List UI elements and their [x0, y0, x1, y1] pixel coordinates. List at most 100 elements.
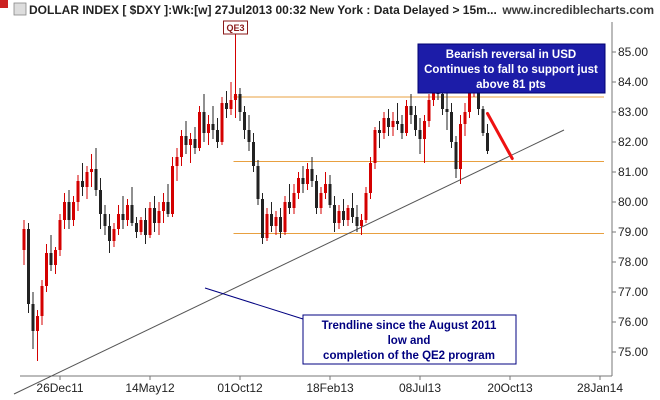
candle [292, 184, 296, 214]
candle-body [445, 109, 449, 112]
candle-body [58, 220, 62, 250]
candle [342, 199, 345, 226]
trend-note-line-3: completion of the QE2 program [323, 350, 495, 362]
candle [216, 118, 219, 148]
candle-body [108, 226, 111, 241]
qe3-label-box [223, 20, 248, 35]
site-url: www.incrediblecharts.com [501, 3, 654, 17]
y-tick-label: 76.00 [618, 315, 648, 329]
candle-body [378, 130, 381, 133]
candle [310, 157, 314, 187]
x-tick-label: 08Jul13 [399, 381, 441, 395]
candle-body [247, 130, 251, 142]
candle [243, 106, 246, 139]
candle-body [396, 121, 399, 124]
candle-body [427, 100, 431, 121]
candle-body [360, 220, 363, 226]
candle [22, 220, 26, 265]
candle [391, 112, 395, 136]
candle-body [166, 202, 170, 214]
y-tick-label: 85.00 [618, 45, 648, 59]
y-tick-label: 79.00 [618, 225, 648, 239]
candle-body [450, 112, 453, 142]
header-icon [13, 2, 27, 16]
candle [189, 133, 192, 163]
candle-body [234, 94, 237, 100]
y-tick-label: 84.00 [618, 75, 648, 89]
candle-body [418, 130, 422, 139]
candle [247, 115, 251, 151]
candle-body [45, 253, 48, 286]
candle-body [369, 163, 372, 193]
trend-note-pointer [204, 287, 304, 320]
x-tick-label: 20Oct13 [487, 381, 533, 395]
candle [49, 235, 53, 271]
candle [270, 202, 273, 232]
candle [238, 88, 242, 121]
candle [409, 94, 413, 124]
candle-body [459, 124, 462, 169]
candle-body [481, 109, 485, 133]
candle-body [76, 181, 80, 202]
candle [463, 103, 467, 136]
x-tick-label: 28Jan14 [577, 381, 623, 395]
candle-body [144, 220, 147, 235]
candle [396, 103, 399, 130]
candle-body [31, 304, 35, 331]
bearish-note-box [417, 43, 606, 94]
candle [139, 217, 143, 235]
trendline-layer [13, 112, 565, 395]
candle-body [373, 130, 377, 163]
candle [184, 121, 188, 154]
candle-body [270, 214, 273, 226]
candle [81, 163, 84, 196]
candle-body [85, 172, 89, 187]
candle [94, 148, 98, 196]
candle-body [40, 286, 44, 316]
y-tick-label: 83.00 [618, 105, 648, 119]
candle [193, 127, 197, 154]
candle-body [184, 136, 188, 145]
candle-body [229, 100, 233, 109]
candle [99, 178, 102, 229]
candle [67, 190, 71, 229]
candle-body [135, 223, 138, 232]
y-tick-label: 80.00 [618, 195, 648, 209]
candle-body [171, 166, 174, 214]
candle-body [189, 139, 192, 145]
candle [387, 109, 390, 136]
candle [171, 157, 174, 217]
candle-body [342, 211, 345, 220]
bearish-note-line-1: Bearish reversal in USD [446, 49, 576, 61]
candle [400, 115, 404, 139]
candle-body [337, 211, 341, 223]
candle-body [274, 217, 278, 226]
qe3-label: QE3 [226, 23, 244, 33]
candle-body [99, 190, 102, 214]
bearish-note: Bearish reversal in USD Continues to fal… [417, 43, 606, 94]
candle-body [261, 199, 264, 238]
candle-body [139, 220, 143, 232]
candle [333, 196, 336, 232]
candle [234, 28, 237, 118]
candle-body [382, 118, 386, 133]
candle-body [486, 133, 489, 151]
candle-body [283, 202, 287, 232]
y-tick-label: 82.00 [618, 135, 648, 149]
candle-body [36, 316, 39, 331]
candle [211, 106, 215, 139]
candle-body [292, 193, 296, 208]
candle-body [54, 250, 57, 265]
candle-body [27, 229, 30, 304]
candle-body [103, 214, 107, 226]
candle [459, 115, 462, 184]
candle-body [72, 202, 75, 220]
candle-body [216, 130, 219, 142]
candle [324, 172, 327, 199]
candle-body [315, 181, 318, 208]
candle [45, 244, 48, 292]
candle [121, 196, 125, 229]
candle-body [423, 121, 426, 139]
candle-body [463, 112, 467, 124]
